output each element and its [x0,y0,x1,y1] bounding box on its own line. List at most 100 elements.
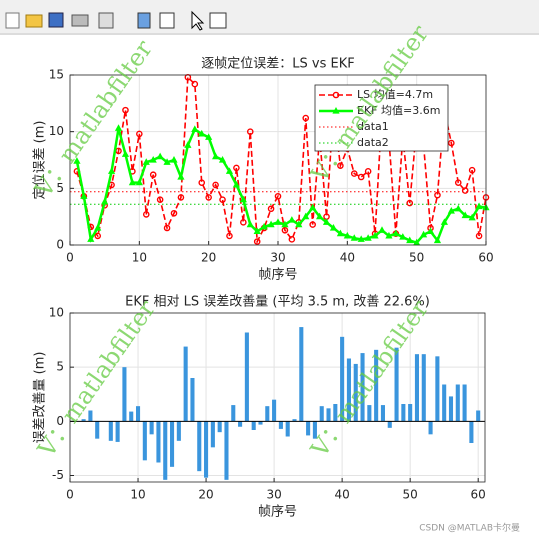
tool-new[interactable] [5,12,20,29]
point-marker [80,192,88,199]
point-marker [246,128,254,135]
point-marker [225,167,234,174]
point-marker [205,194,212,201]
point-marker [288,216,296,223]
point-marker [163,224,171,232]
axes-box [69,74,487,246]
bar [81,419,86,422]
bar [367,405,372,422]
point-marker [448,139,455,147]
point-marker [156,196,164,203]
bar [135,406,141,422]
point-marker [295,220,303,228]
bar [224,421,229,480]
bar [285,421,290,437]
point-marker [350,170,358,177]
bar [353,363,358,422]
point-marker [309,221,316,228]
bar [442,384,447,422]
point-marker [316,212,324,220]
y-axis-label: 定位误差 (m) [33,121,48,200]
bar [149,421,154,435]
tool-pointer[interactable] [191,10,205,31]
point-marker [406,199,414,207]
point-marker [420,230,428,238]
point-marker [108,167,116,174]
bar [421,354,426,422]
y-tick-label: 10 [49,124,64,138]
x-tick-label: 20 [198,488,213,502]
point-marker [371,231,379,239]
bar [346,358,351,422]
chart-title: 逐帧定位误差：LS vs EKF [201,57,354,72]
bar [414,354,420,422]
x-tick-label: 50 [403,488,418,502]
point-marker [218,156,227,163]
x-axis-label: 帧序号 [258,505,297,520]
bar [238,421,243,427]
point-marker [122,106,129,114]
y-tick-label: 0 [56,238,64,252]
bar [340,336,345,422]
point-marker [136,130,143,138]
point-marker [94,224,102,231]
point-marker [198,179,206,186]
x-tick-label: 40 [334,488,349,502]
tool-colorbar[interactable] [137,12,151,29]
bar [292,419,297,422]
bar [278,421,283,429]
point-marker [135,178,143,186]
y-tick-label: 15 [49,68,64,82]
y-axis-label: 误差改善量 (m) [32,352,48,444]
bar [88,410,93,422]
x-tick-label: 20 [201,251,216,265]
point-marker [364,234,372,241]
y-tick-label: 10 [49,306,64,320]
bar [333,404,338,422]
point-marker [385,231,393,239]
tool-legend[interactable] [159,12,175,29]
point-marker [253,238,261,245]
point-marker [440,218,448,225]
point-marker [378,226,386,233]
point-marker [433,236,442,244]
point-marker [198,129,206,137]
point-marker [114,124,123,131]
x-tick-label: 10 [130,488,145,502]
x-tick-label: 10 [132,251,147,265]
point-marker [399,233,407,240]
bar [129,411,134,422]
footer: CSDN @MATLAB卡尔曼 [419,522,520,534]
tool-inspector[interactable] [209,12,227,29]
point-marker [461,187,469,194]
point-marker [357,173,365,181]
bar [217,421,222,433]
point-marker [413,238,421,246]
bar [156,421,161,463]
bar [476,410,481,422]
point-marker [302,114,310,122]
point-marker [87,235,95,242]
point-marker [406,236,414,244]
x-axis-label: 帧序号 [258,268,297,283]
x-tick-label: 50 [409,251,424,265]
bar [190,378,195,422]
tool-print[interactable] [71,14,89,27]
bar [326,408,331,422]
tool-link[interactable] [98,12,114,29]
bar [408,404,413,422]
bar [319,406,324,422]
point-marker [94,232,102,240]
bar [469,421,474,443]
bar [435,356,440,422]
axes-box [69,312,486,483]
point-marker [212,181,219,189]
bar [231,405,236,422]
bar [176,421,181,441]
point-marker [226,232,233,240]
tool-open[interactable] [25,14,43,28]
point-marker [434,191,441,199]
bar [394,347,399,422]
point-marker [253,227,261,234]
tool-save[interactable] [48,12,64,28]
